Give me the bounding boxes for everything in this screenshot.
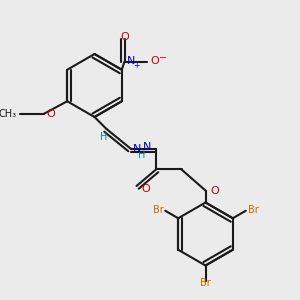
- Text: Br: Br: [248, 205, 258, 215]
- Text: Br: Br: [153, 205, 164, 215]
- Text: H: H: [138, 151, 146, 160]
- Text: Br: Br: [200, 278, 211, 287]
- Text: −: −: [159, 52, 167, 62]
- Text: H: H: [100, 132, 107, 142]
- Text: N: N: [142, 142, 151, 152]
- Text: O: O: [142, 184, 150, 194]
- Text: +: +: [134, 61, 140, 70]
- Text: CH₃: CH₃: [0, 109, 16, 119]
- Text: O: O: [120, 32, 129, 42]
- Text: O: O: [211, 185, 219, 196]
- Text: N: N: [133, 143, 141, 154]
- Text: O: O: [46, 109, 55, 119]
- Text: O: O: [150, 56, 159, 67]
- Text: N: N: [127, 56, 135, 67]
